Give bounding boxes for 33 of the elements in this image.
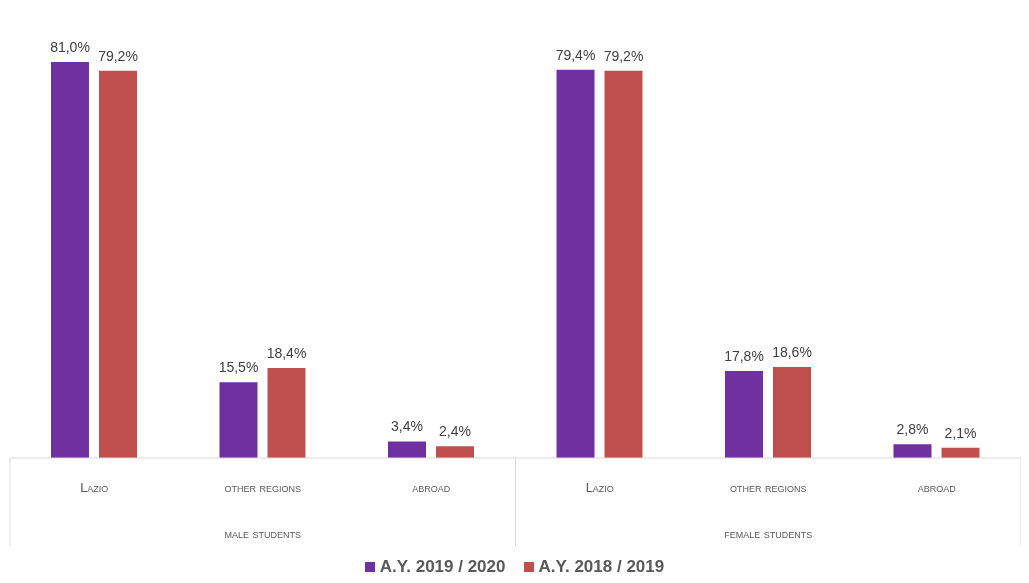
bar (51, 62, 89, 458)
data-label: 15,5% (218, 359, 259, 376)
bar (556, 69, 595, 458)
text: male students (224, 526, 302, 541)
bar (219, 382, 258, 458)
x-tick-label: other regions (224, 480, 302, 495)
data-label: 2,8% (896, 421, 929, 438)
data-label: 81,0% (50, 39, 90, 55)
x-tick-label: Lazio (585, 480, 614, 495)
data-label: 2,1% (944, 424, 977, 441)
bar (604, 70, 643, 458)
data-label: 79,2% (603, 47, 644, 64)
data-label: 18,4% (266, 345, 307, 362)
bar (893, 444, 932, 458)
data-label: 2,4% (439, 423, 471, 440)
bar (773, 367, 811, 458)
legend-label: A.Y. 2018 / 2019 (538, 557, 665, 577)
x-tick-label: abroad (917, 480, 957, 495)
data-label: 3,4% (391, 418, 423, 435)
bar (388, 441, 426, 458)
x-tick-label: Lazio (80, 480, 109, 495)
bar (725, 370, 763, 458)
data-label: 17,8% (724, 347, 764, 364)
x-tick-label: abroad (412, 480, 451, 495)
data-label: 79,4% (555, 46, 596, 63)
x-tick-label: other regions (729, 480, 807, 495)
data-label: 18,6% (772, 344, 812, 361)
text: female students (724, 526, 813, 541)
bar (436, 446, 474, 458)
legend-label: A.Y. 2019 / 2020 (379, 557, 506, 577)
bar (267, 368, 306, 458)
bar (99, 70, 137, 458)
data-label: 79,2% (98, 47, 138, 64)
